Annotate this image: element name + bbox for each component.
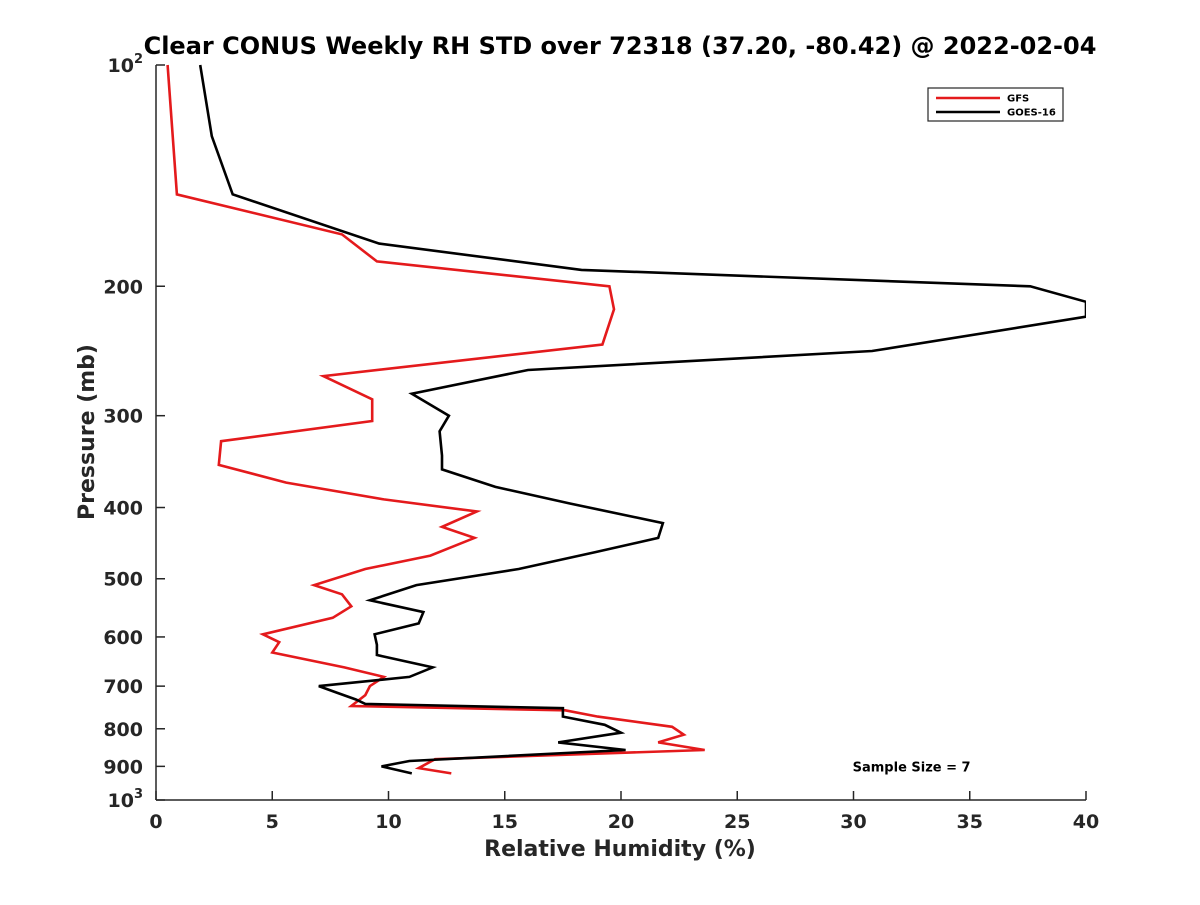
series-line-gfs	[166, 64, 705, 775]
y-tick-label: 900	[103, 756, 143, 778]
series-line-goes-16	[198, 64, 1086, 775]
x-tick-label: 15	[492, 811, 518, 833]
x-tick-label: 0	[149, 811, 162, 833]
x-tick-label: 5	[266, 811, 279, 833]
y-tick-label: 103	[108, 787, 144, 812]
y-tick-label: 800	[103, 719, 143, 741]
y-tick-label: 102	[108, 52, 144, 77]
series-group	[166, 64, 1086, 775]
sample-size-annotation: Sample Size = 7	[853, 760, 971, 775]
plot-area: 0 5 10 15 20 25 30 35 40 102 200 300 400 500 600 700 800…	[103, 52, 1099, 833]
y-tick-label: 200	[103, 276, 143, 298]
chart-title: Clear CONUS Weekly RH STD over 72318 (37…	[144, 32, 1097, 60]
x-tick-label: 40	[1073, 811, 1099, 833]
y-tick-label: 400	[103, 498, 143, 520]
x-tick-label: 25	[724, 811, 750, 833]
legend-label-gfs: GFS	[1007, 94, 1029, 105]
legend-box	[927, 87, 1064, 122]
x-tick-label: 30	[840, 811, 866, 833]
y-tick-label: 600	[103, 627, 143, 649]
y-tick-label: 700	[103, 676, 143, 698]
x-tick-label: 10	[375, 811, 401, 833]
legend-label-goes-16: GOES-16	[1007, 108, 1056, 119]
y-tick-label: 300	[103, 406, 143, 428]
x-axis-label: Relative Humidity (%)	[484, 837, 756, 862]
x-tick-label: 35	[957, 811, 983, 833]
y-tick-label: 500	[103, 569, 143, 591]
y-axis-label: Pressure (mb)	[75, 344, 100, 520]
legend: GFS GOES-16	[927, 87, 1064, 122]
x-tick-label: 20	[608, 811, 634, 833]
